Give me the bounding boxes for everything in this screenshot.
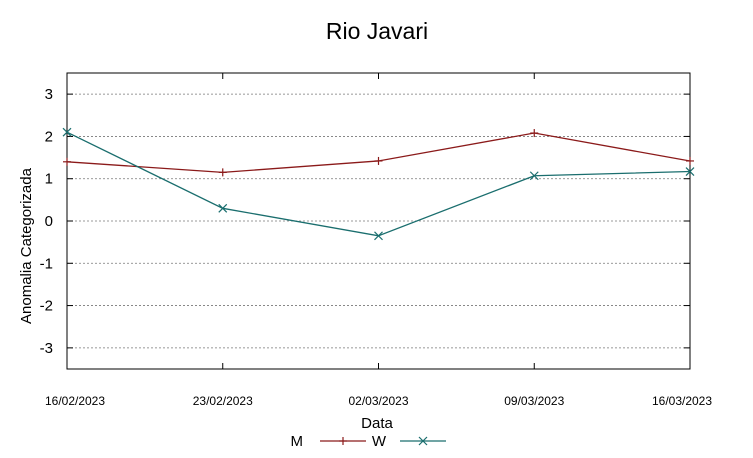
series-layer bbox=[62, 127, 695, 241]
y-tick-label: 1 bbox=[45, 171, 53, 188]
legend-label-m: M bbox=[291, 433, 304, 450]
data-point-m bbox=[530, 129, 539, 138]
y-tick-label: 0 bbox=[45, 213, 53, 230]
legend-sample-w bbox=[400, 436, 446, 446]
x-tick-labels: 16/02/2023 23/02/2023 02/03/2023 09/03/2… bbox=[45, 394, 712, 408]
x-tick-label: 16/03/2023 bbox=[652, 394, 712, 408]
y-axis-label: Anomalia Categorizada bbox=[18, 167, 35, 324]
data-point-w bbox=[218, 203, 228, 213]
legend: M W bbox=[291, 433, 446, 450]
y-tick-label: -3 bbox=[40, 340, 53, 357]
legend-label-w: W bbox=[372, 433, 387, 450]
y-tick-label: 2 bbox=[45, 128, 53, 145]
legend-marker bbox=[418, 436, 428, 446]
data-point-m bbox=[686, 156, 694, 165]
data-point-w bbox=[374, 231, 383, 241]
grid bbox=[67, 93, 690, 349]
series-line-m bbox=[66, 132, 691, 174]
legend-entry-w: W bbox=[372, 433, 446, 450]
y-tick-label: -2 bbox=[40, 298, 53, 315]
y-tick-labels: 3 2 1 0 -1 -2 -3 bbox=[40, 86, 53, 357]
y-tick-label: -1 bbox=[40, 255, 53, 272]
legend-entry-m: M bbox=[291, 433, 366, 450]
data-point-w bbox=[62, 127, 72, 137]
x-tick-label: 23/02/2023 bbox=[193, 394, 253, 408]
data-point-m bbox=[63, 157, 71, 166]
data-point-m bbox=[374, 156, 383, 165]
y-tick-label: 3 bbox=[45, 86, 53, 103]
legend-sample-m bbox=[320, 437, 366, 445]
data-point-w bbox=[529, 171, 539, 181]
x-tick-label: 02/03/2023 bbox=[348, 394, 408, 408]
chart-title: Rio Javari bbox=[326, 18, 428, 44]
x-tick-label: 09/03/2023 bbox=[504, 394, 564, 408]
data-point-w bbox=[685, 167, 695, 176]
x-tick-label: 16/02/2023 bbox=[45, 394, 105, 408]
series-line-w bbox=[66, 131, 691, 237]
axis-ticks bbox=[66, 73, 691, 369]
legend-marker bbox=[339, 437, 347, 445]
data-point-m bbox=[218, 168, 227, 177]
x-axis-label: Data bbox=[361, 415, 393, 432]
